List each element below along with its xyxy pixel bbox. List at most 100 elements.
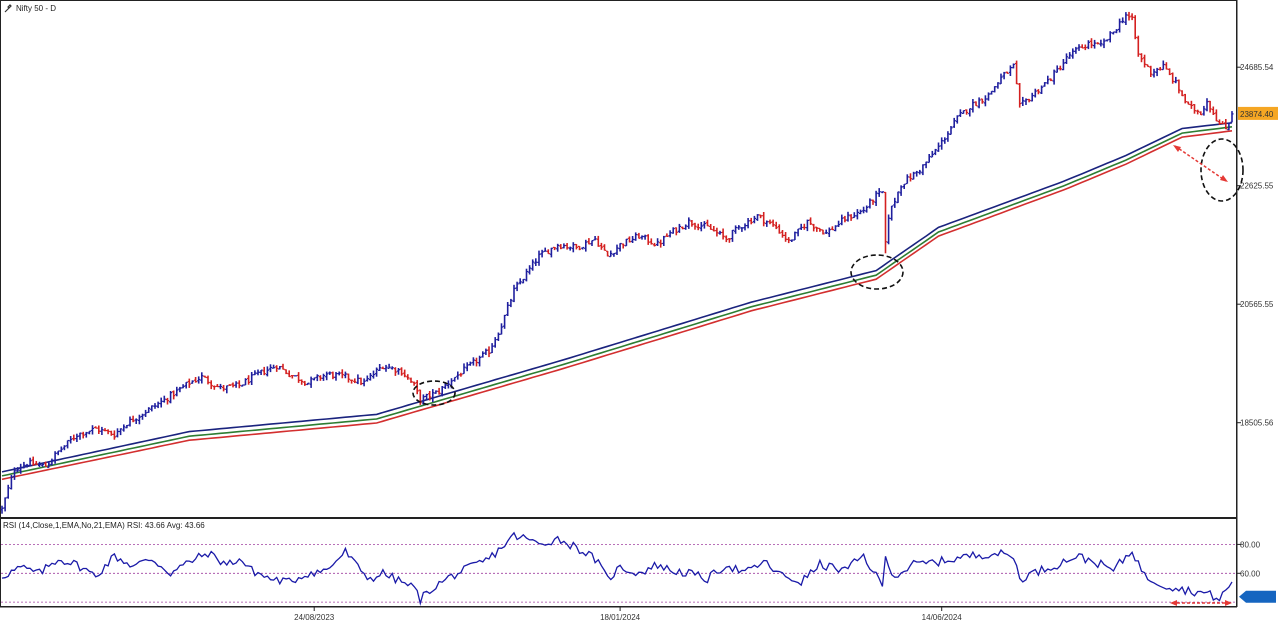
- price-bar: [549, 247, 553, 258]
- rsi-panel: [0, 518, 1237, 607]
- price-bar: [684, 224, 688, 230]
- price-bar: [1133, 15, 1137, 40]
- price-bar: [509, 298, 513, 308]
- price-bar: [624, 238, 628, 247]
- price-bar: [431, 389, 435, 403]
- price-bar: [877, 188, 881, 197]
- price-bar: [1111, 31, 1115, 35]
- price-bar: [100, 426, 104, 435]
- price-bar: [830, 226, 834, 231]
- price-bar: [862, 206, 866, 214]
- price-bar: [999, 73, 1003, 85]
- price-bar: [403, 369, 407, 378]
- price-bar: [780, 230, 785, 238]
- price-bar: [915, 170, 919, 177]
- wrench-icon[interactable]: [4, 4, 12, 13]
- price-bar: [362, 378, 366, 387]
- price-bar: [927, 154, 931, 164]
- price-bar: [59, 446, 63, 453]
- price-bar: [634, 232, 638, 241]
- price-bar: [958, 109, 962, 117]
- price-bar: [53, 451, 57, 464]
- price-bar: [234, 381, 238, 388]
- price-bar: [712, 226, 716, 232]
- price-bar: [1033, 88, 1037, 98]
- price-bar: [696, 223, 700, 231]
- price-bar: [474, 357, 479, 367]
- rsi-line: [1, 531, 1233, 606]
- price-bar: [840, 214, 844, 226]
- price-bar: [1102, 38, 1106, 49]
- price-bar: [596, 235, 600, 247]
- chart-title: Nifty 50 - D: [16, 4, 56, 13]
- price-bar: [656, 238, 660, 246]
- price-bar: [1158, 67, 1162, 71]
- price-bar: [865, 205, 869, 213]
- price-bar: [9, 474, 13, 490]
- price-bar: [12, 467, 17, 480]
- price-bar: [1068, 52, 1072, 59]
- price-bar: [1005, 71, 1009, 75]
- rsi-line-layer: [1, 531, 1233, 606]
- price-bar: [615, 244, 619, 255]
- price-bar: [62, 445, 66, 451]
- price-bar: [727, 238, 731, 243]
- price-bar: [949, 126, 953, 135]
- price-bar: [771, 219, 775, 227]
- price-bar: [115, 428, 120, 438]
- price-bar: [265, 366, 269, 377]
- price-bar: [1021, 96, 1025, 106]
- price-bar: [434, 390, 438, 394]
- price-bar: [72, 434, 76, 441]
- price-bar: [421, 394, 425, 405]
- price-bar: [496, 332, 500, 341]
- annotation-arrow-price: [1174, 145, 1227, 182]
- price-bar: [69, 436, 73, 444]
- price-bar: [593, 236, 597, 241]
- price-bar: [350, 379, 354, 384]
- price-bar: [531, 259, 535, 271]
- price-bar: [1040, 85, 1044, 94]
- price-bar: [87, 430, 91, 435]
- price-bar: [627, 236, 632, 243]
- price-bar: [524, 268, 529, 282]
- price-bar: [0, 505, 4, 514]
- price-bar: [144, 409, 148, 417]
- price-bar: [22, 461, 26, 469]
- price-bar: [287, 370, 291, 378]
- price-bar: [846, 211, 850, 222]
- price-bar: [247, 375, 251, 385]
- price-bar: [437, 387, 441, 395]
- price-bar: [912, 171, 916, 180]
- price-bar: [159, 397, 163, 408]
- price-bar: [493, 337, 497, 348]
- price-bar: [874, 190, 878, 206]
- price-bar: [225, 385, 229, 394]
- price-bar: [1074, 46, 1078, 54]
- price-bar: [671, 227, 675, 234]
- price-bar: [28, 457, 32, 467]
- price-bar: [652, 242, 657, 247]
- price-bar: [169, 391, 173, 404]
- price-bar: [852, 212, 856, 219]
- price-bar: [134, 418, 138, 424]
- price-bar: [290, 375, 294, 379]
- price-bar: [478, 355, 482, 367]
- price-bar: [147, 407, 151, 413]
- price-bar: [681, 226, 685, 230]
- rsi-tick-label: 80.00: [1240, 540, 1261, 549]
- price-bar: [924, 161, 928, 169]
- price-bar: [796, 228, 800, 237]
- price-bar: [275, 365, 279, 372]
- price-bar: [459, 372, 463, 377]
- price-bar: [19, 463, 23, 474]
- price-bar: [1199, 111, 1203, 116]
- price-bar: [565, 243, 569, 250]
- price-bar: [893, 197, 897, 208]
- price-bar: [209, 380, 213, 390]
- price-bar: [871, 199, 875, 205]
- annotation-circle-2: [850, 254, 904, 290]
- price-bar: [715, 227, 719, 237]
- price-bar: [1027, 98, 1031, 103]
- price-bar: [378, 364, 382, 371]
